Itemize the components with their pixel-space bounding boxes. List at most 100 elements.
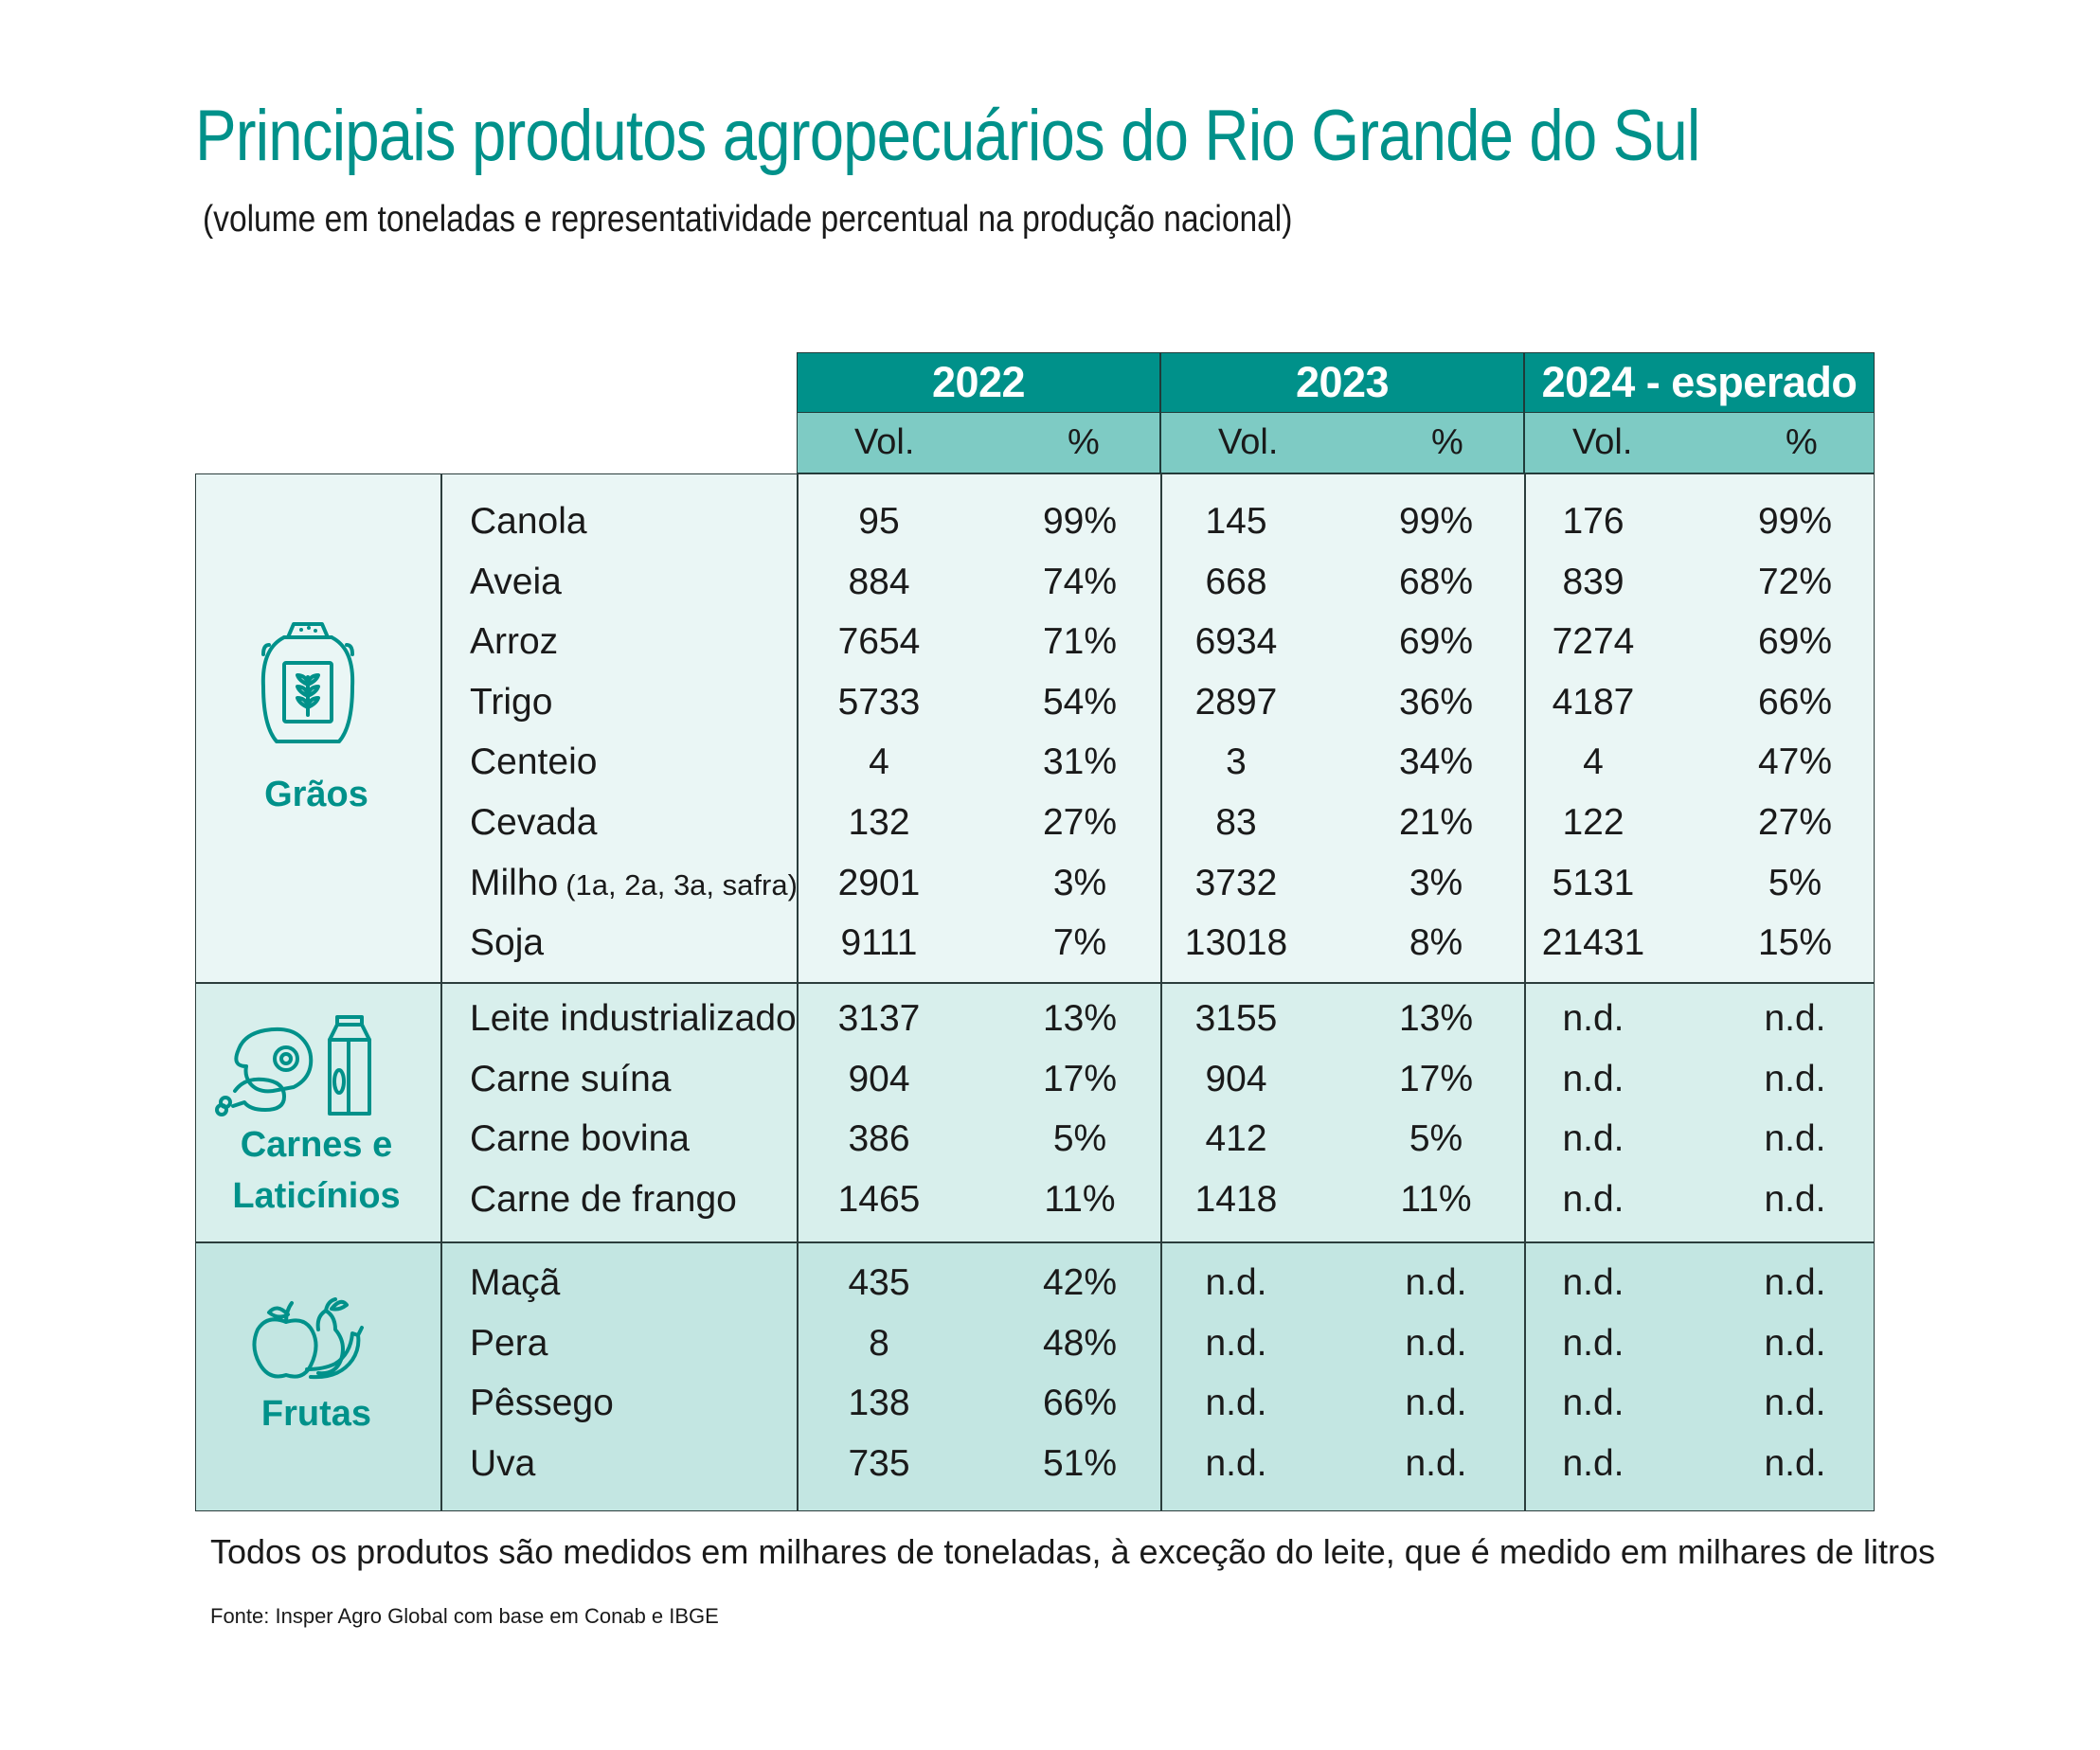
value-cell-p2022: 5% [1052, 1118, 1107, 1160]
value-cell-p2024: n.d. [1764, 998, 1826, 1039]
value-cell-v2024: 839 [1562, 561, 1624, 602]
value-cell-v2022: 4 [869, 741, 889, 783]
value-cell-p2022: 66% [1042, 1383, 1118, 1424]
value-cell-v2024: n.d. [1562, 1442, 1624, 1484]
subheader-2023: Vol. % [1160, 413, 1524, 473]
value-cell-p2022: 27% [1042, 802, 1118, 843]
column-divider [1524, 473, 1526, 1511]
header-year-2022: 2022 [797, 352, 1160, 413]
value-cell-p2023: 11% [1400, 1178, 1472, 1220]
product-name: Cevada [470, 801, 597, 845]
value-cell-v2024: n.d. [1562, 1383, 1624, 1424]
value-cell-p2024: 5% [1768, 862, 1822, 903]
value-cell-v2022: 9111 [840, 922, 918, 964]
value-cell-p2023: n.d. [1405, 1262, 1467, 1303]
value-cell-p2023: 21% [1398, 802, 1474, 843]
product-label: Centeio [470, 741, 598, 783]
product-label: Uva [470, 1442, 536, 1484]
product-label: Pera [470, 1322, 548, 1364]
value-cell-p2024: n.d. [1764, 1442, 1826, 1484]
value-cell-p2022: 17% [1042, 1058, 1118, 1099]
value-cell-v2022: 1465 [837, 1178, 921, 1220]
value-cell-p2023: 99% [1398, 501, 1474, 542]
product-label: Milho [470, 862, 559, 903]
band-frutas [195, 1242, 1875, 1511]
value-cell-v2022: 5733 [837, 681, 921, 723]
value-cell-p2024: 15% [1757, 922, 1833, 964]
value-cell-v2024: 4187 [1552, 681, 1635, 723]
product-name: Maçã [470, 1261, 560, 1305]
value-cell-v2023: 3732 [1194, 862, 1278, 903]
category-label-graos: Grãos [264, 775, 368, 814]
product-note: (1a, 2a, 3a, safra) [565, 867, 798, 902]
product-name: Carne suína [470, 1058, 671, 1101]
subheader-pct: % [1068, 422, 1100, 462]
product-name: Canola [470, 500, 587, 544]
column-divider [1160, 473, 1162, 1511]
value-cell-v2024: n.d. [1562, 1058, 1624, 1099]
value-cell-v2024: n.d. [1562, 1178, 1624, 1220]
header-year-2023: 2023 [1160, 352, 1524, 413]
value-cell-p2023: 3% [1409, 862, 1463, 903]
value-cell-v2024: n.d. [1562, 998, 1624, 1039]
column-divider [440, 473, 442, 1511]
value-cell-p2022: 7% [1052, 922, 1107, 964]
value-cell-p2023: 5% [1409, 1118, 1463, 1160]
product-name: Aveia [470, 561, 562, 604]
value-cell-v2022: 138 [848, 1383, 910, 1424]
product-label: Canola [470, 501, 587, 542]
value-cell-p2024: n.d. [1764, 1118, 1826, 1160]
band-carnes-laticinios [195, 983, 1875, 1242]
value-cell-p2023: 8% [1409, 922, 1463, 964]
product-label: Carne suína [470, 1058, 672, 1099]
value-cell-p2022: 13% [1042, 998, 1118, 1039]
category-label-carnes: Carnes e [240, 1125, 393, 1165]
product-name: Pera [470, 1322, 547, 1366]
product-name: Carne de frango [470, 1178, 737, 1222]
value-cell-p2023: n.d. [1405, 1383, 1467, 1424]
value-cell-v2022: 8 [869, 1322, 889, 1364]
value-cell-v2024: 7274 [1552, 621, 1635, 663]
value-cell-p2023: n.d. [1405, 1322, 1467, 1364]
value-cell-p2023: n.d. [1405, 1442, 1467, 1484]
category-label-frutas: Frutas [260, 1394, 372, 1434]
value-cell-v2023: 83 [1215, 802, 1257, 843]
value-cell-p2022: 99% [1042, 501, 1118, 542]
value-cell-v2023: n.d. [1205, 1262, 1267, 1303]
value-cell-p2024: 72% [1757, 561, 1833, 602]
meat-and-milk-icon [215, 1015, 371, 1116]
value-cell-p2024: 27% [1757, 802, 1833, 843]
value-cell-p2023: 17% [1398, 1058, 1474, 1099]
value-cell-v2024: n.d. [1562, 1262, 1624, 1303]
product-label: Carne de frango [470, 1178, 737, 1220]
product-label: Cevada [470, 802, 598, 843]
value-cell-p2023: 68% [1398, 561, 1474, 602]
value-cell-p2024: 47% [1757, 741, 1833, 783]
value-cell-v2022: 435 [848, 1262, 910, 1303]
subheader-2022: Vol. % [797, 413, 1160, 473]
product-name: Uva [470, 1442, 535, 1486]
fruits-icon [252, 1297, 364, 1380]
value-cell-v2022: 884 [848, 561, 910, 602]
product-name: Milho (1a, 2a, 3a, safra) [470, 862, 798, 907]
band-graos [195, 473, 1875, 983]
value-cell-v2023: n.d. [1205, 1322, 1267, 1364]
page-subtitle: (volume em toneladas e representatividad… [203, 199, 1293, 240]
product-label: Leite industrializado [470, 998, 797, 1039]
value-cell-v2024: n.d. [1562, 1118, 1624, 1160]
subheader-vol: Vol. [1572, 422, 1633, 462]
subheader-vol: Vol. [1218, 422, 1279, 462]
column-divider [797, 473, 799, 1511]
value-cell-p2023: 69% [1398, 621, 1474, 663]
value-cell-p2023: 34% [1398, 741, 1474, 783]
product-name: Centeio [470, 741, 597, 784]
value-cell-p2023: 36% [1398, 681, 1474, 723]
value-cell-p2024: 99% [1757, 501, 1833, 542]
value-cell-v2023: 145 [1205, 501, 1267, 542]
value-cell-p2022: 71% [1042, 621, 1118, 663]
value-cell-p2022: 51% [1042, 1442, 1118, 1484]
value-cell-p2022: 3% [1052, 862, 1107, 903]
value-cell-v2024: n.d. [1562, 1322, 1624, 1364]
subheader-2024: Vol. % [1524, 413, 1875, 473]
value-cell-v2023: 904 [1205, 1058, 1267, 1099]
